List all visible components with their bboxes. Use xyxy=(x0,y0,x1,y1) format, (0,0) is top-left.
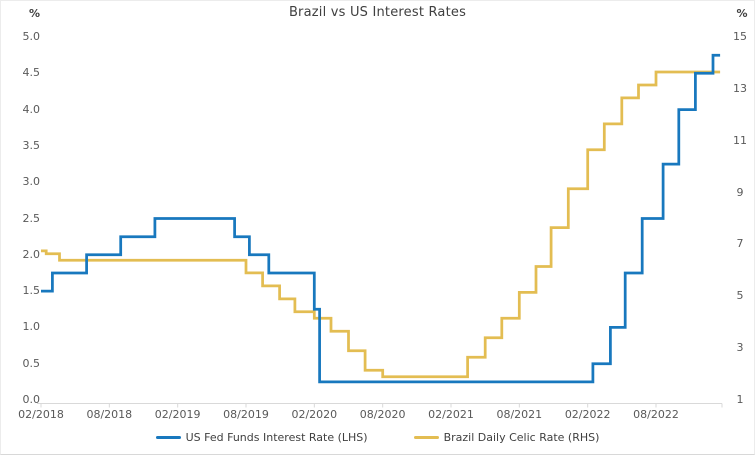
left-axis-tick-label: 4.5 xyxy=(22,66,41,80)
x-axis-tick-label: 08/2018 xyxy=(86,408,133,421)
right-axis-tick-label: 1 xyxy=(736,393,744,406)
left-axis-tick-label: 3.5 xyxy=(22,138,41,152)
chart-title: Brazil vs US Interest Rates xyxy=(288,5,467,20)
x-axis-tick-label: 08/2022 xyxy=(633,408,679,421)
left-axis-tick-label: 1.5 xyxy=(22,284,41,298)
brazil-selic-line-swatch xyxy=(413,436,439,439)
us-fed-funds-legend-label: US Fed Funds Interest Rate (LHS) xyxy=(185,431,368,444)
x-axis-tick-label: 02/2022 xyxy=(564,408,611,421)
left-axis-tick-label: 3.0 xyxy=(22,175,41,189)
right-axis-tick-label: 5 xyxy=(736,289,744,303)
right-axis-unit-label: % xyxy=(736,7,748,20)
left-axis-tick-label: 5.0 xyxy=(22,30,41,43)
us-fed-funds-line xyxy=(41,53,721,384)
left-axis-tick-label: 2.5 xyxy=(22,211,41,225)
legend-item-brazil-selic: Brazil Daily Celic Rate (RHS) xyxy=(413,431,600,444)
right-axis-tick-label: 3 xyxy=(736,341,744,355)
x-axis-tick-label: 02/2021 xyxy=(428,408,474,421)
x-axis-tick-label: 02/2020 xyxy=(291,408,338,421)
right-axis-tick-label: 9 xyxy=(736,185,744,199)
left-axis-tick-label: 2.0 xyxy=(22,247,41,261)
right-axis-tick-label: 7 xyxy=(736,237,744,251)
us-fed-funds-line-swatch xyxy=(155,436,181,439)
right-axis-tick-label: 11 xyxy=(733,133,747,147)
brazil-selic-legend-label: Brazil Daily Celic Rate (RHS) xyxy=(443,431,600,444)
x-axis-tick-label: 08/2020 xyxy=(359,408,406,421)
left-axis-tick-label: 1.0 xyxy=(22,320,41,334)
right-axis-tick-label: 15 xyxy=(733,30,747,43)
right-axis-tick-label: 13 xyxy=(733,81,747,95)
x-axis-tick-label: 02/2018 xyxy=(18,408,64,421)
brazil-selic-line xyxy=(41,70,721,379)
left-axis-tick-label: 0.5 xyxy=(22,356,41,370)
x-axis-tick-label: 08/2021 xyxy=(496,408,543,421)
left-axis-tick-label: 0.0 xyxy=(22,393,41,406)
x-axis-tick-label: 02/2019 xyxy=(154,408,201,421)
x-axis-tick-label: 08/2019 xyxy=(223,408,269,421)
left-axis-unit-label: % xyxy=(28,7,40,20)
legend-item-us-fed-funds: US Fed Funds Interest Rate (LHS) xyxy=(155,431,368,444)
legend: US Fed Funds Interest Rate (LHS) Brazil … xyxy=(0,431,755,444)
left-axis-tick-label: 4.0 xyxy=(22,102,41,116)
